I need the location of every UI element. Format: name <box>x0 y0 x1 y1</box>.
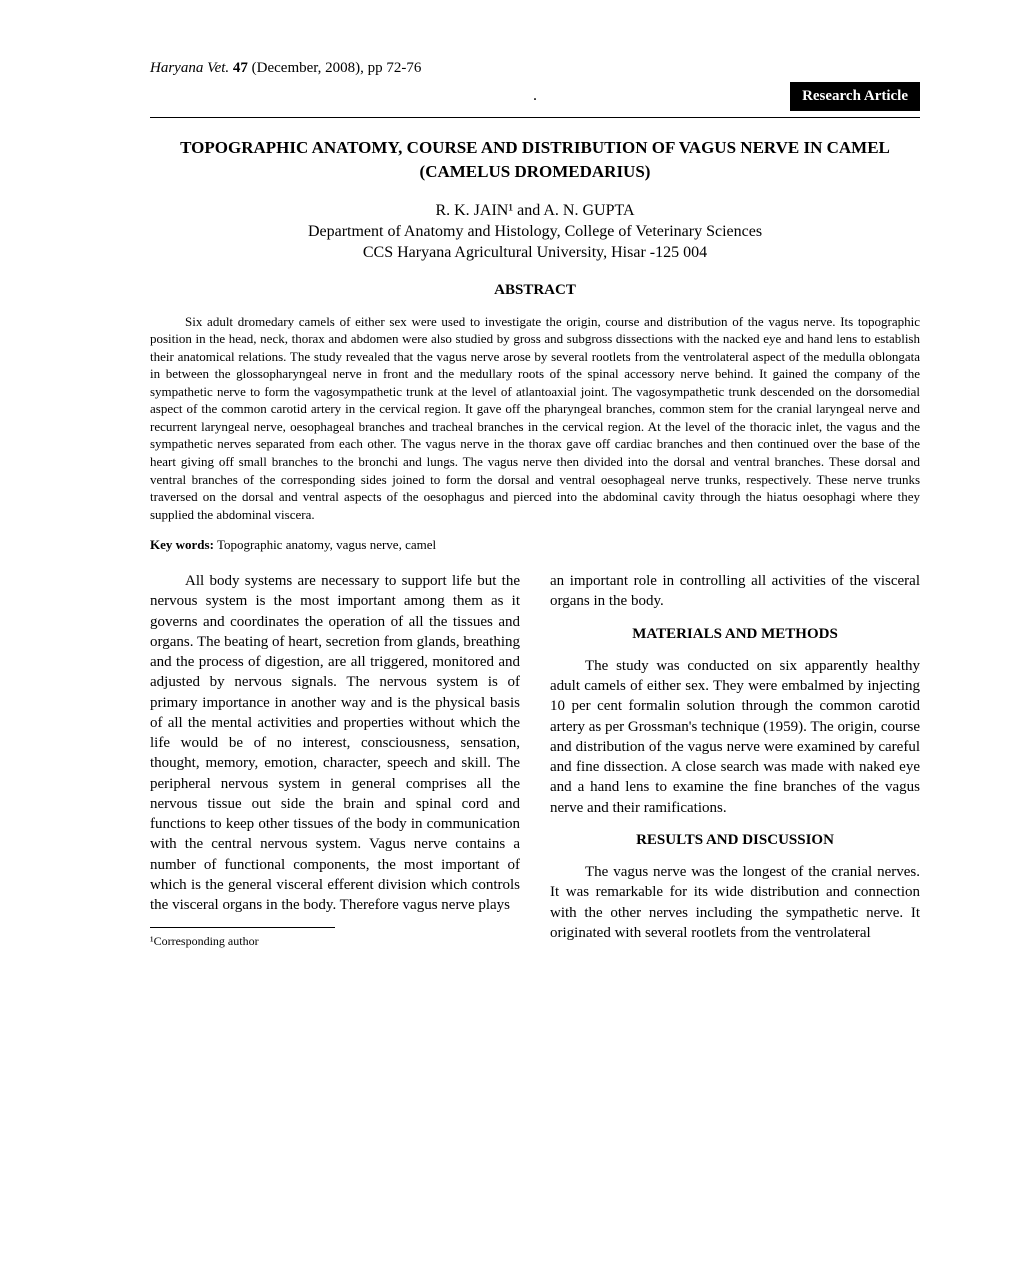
left-column: All body systems are necessary to suppor… <box>150 571 520 955</box>
keywords-text: Topographic anatomy, vagus nerve, camel <box>217 537 436 552</box>
footnote: ¹Corresponding author <box>150 933 520 949</box>
journal-header: Haryana Vet. 47 (December, 2008), pp 72-… <box>150 60 920 77</box>
department: Department of Anatomy and Histology, Col… <box>150 223 920 241</box>
separator-row: . Research Article <box>150 87 920 105</box>
right-column: an important role in controlling all act… <box>550 571 920 955</box>
intro-paragraph: All body systems are necessary to suppor… <box>150 571 520 915</box>
results-paragraph: The vagus nerve was the longest of the c… <box>550 862 920 943</box>
materials-paragraph: The study was conducted on six apparentl… <box>550 656 920 818</box>
keywords: Key words: Topographic anatomy, vagus ne… <box>150 537 920 553</box>
results-heading: RESULTS AND DISCUSSION <box>550 830 920 850</box>
materials-heading: MATERIALS AND METHODS <box>550 624 920 644</box>
authors: R. K. JAIN¹ and A. N. GUPTA <box>150 202 920 220</box>
journal-volume: 47 <box>233 60 248 76</box>
university: CCS Haryana Agricultural University, His… <box>150 244 920 262</box>
journal-name: Haryana Vet. <box>150 60 229 76</box>
abstract-heading: ABSTRACT <box>150 282 920 299</box>
article-badge: Research Article <box>790 82 920 111</box>
issue-info: (December, 2008), pp 72-76 <box>252 60 422 76</box>
abstract-text: Six adult dromedary camels of either sex… <box>150 313 920 524</box>
top-divider <box>150 117 920 118</box>
keywords-label: Key words: <box>150 537 214 552</box>
intro-continuation: an important role in controlling all act… <box>550 571 920 612</box>
period-mark: . <box>533 87 537 104</box>
body-columns: All body systems are necessary to suppor… <box>150 571 920 955</box>
footnote-divider <box>150 927 335 928</box>
article-title: TOPOGRAPHIC ANATOMY, COURSE AND DISTRIBU… <box>150 136 920 184</box>
